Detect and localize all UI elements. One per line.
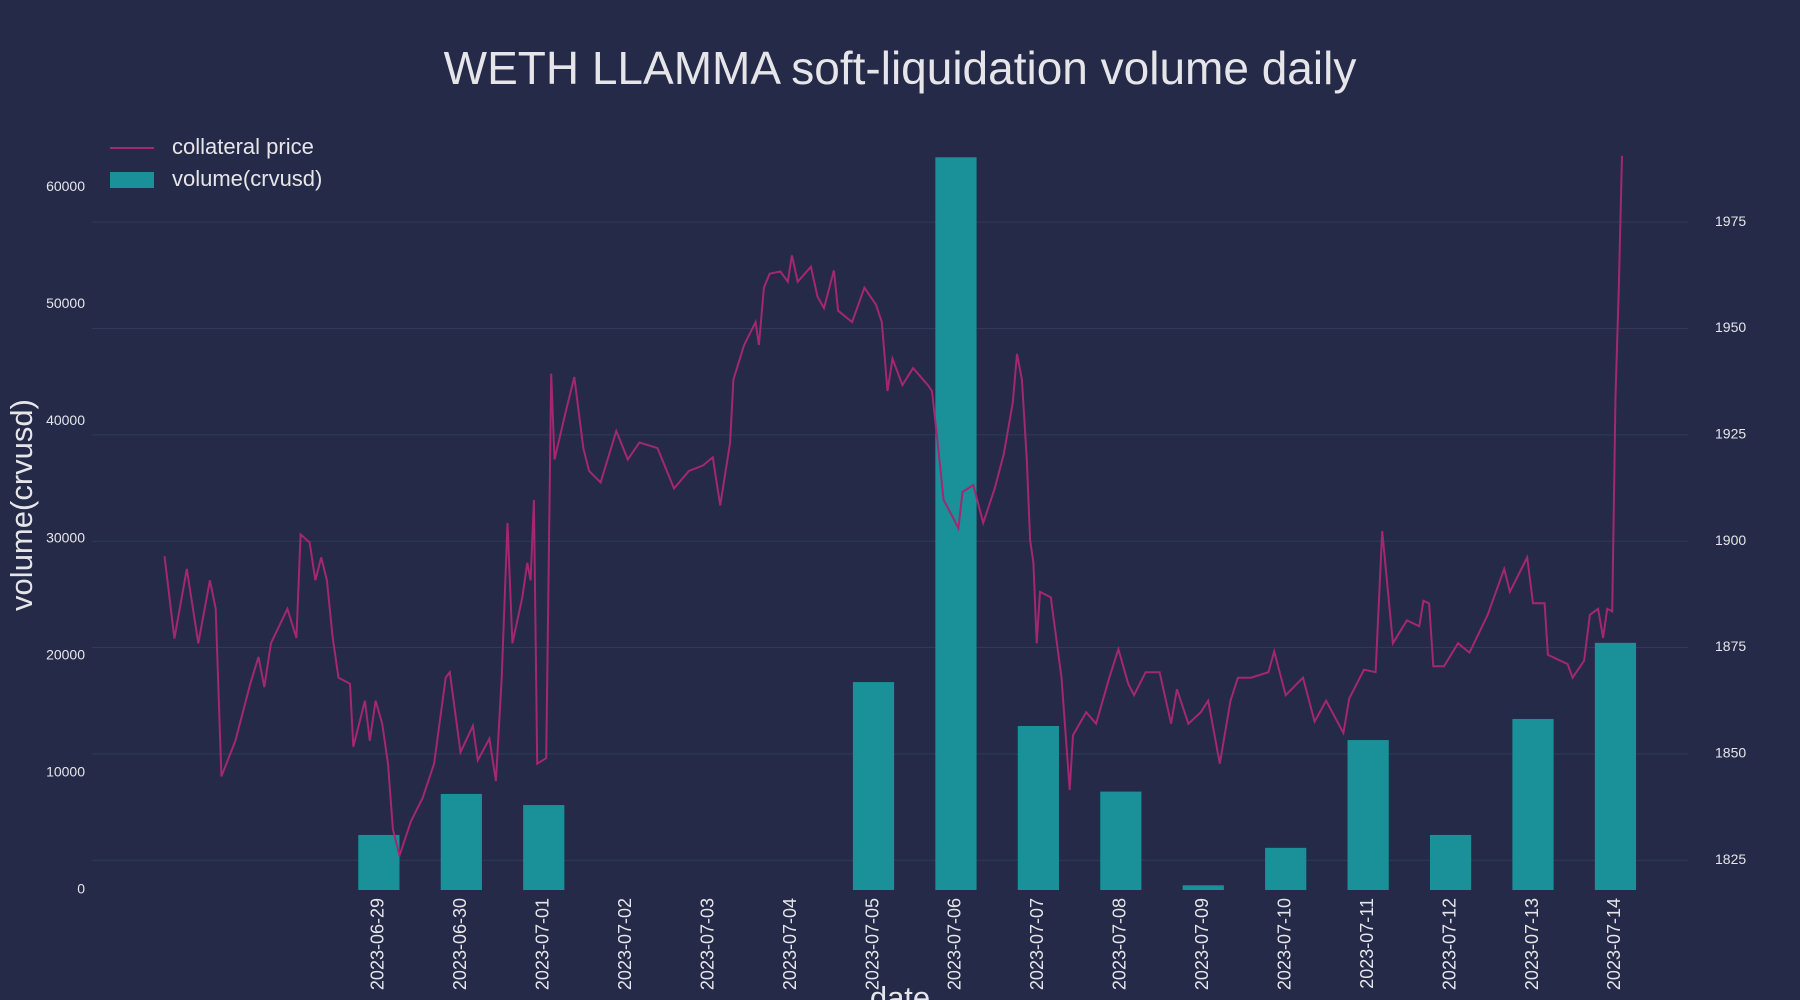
x-tick-label: 2023-06-29 — [368, 898, 388, 990]
y-tick-label: 40000 — [46, 412, 85, 428]
bar — [1512, 718, 1554, 890]
x-tick-label: 2023-07-08 — [1110, 898, 1130, 990]
x-tick-label: 2023-07-13 — [1522, 898, 1542, 990]
x-tick-label: 2023-07-07 — [1027, 898, 1047, 990]
y2-tick-label: 1925 — [1715, 426, 1746, 442]
chart-title: WETH LLAMMA soft-liquidation volume dail… — [444, 42, 1357, 94]
legend-label: collateral price — [172, 134, 314, 159]
y-tick-label: 50000 — [46, 295, 85, 311]
y-tick-label: 20000 — [46, 646, 85, 662]
bar — [1265, 847, 1307, 890]
y2-tick-label: 1850 — [1715, 745, 1746, 761]
y-tick-label: 0 — [77, 881, 85, 897]
bar — [852, 682, 895, 890]
legend-label: volume(crvusd) — [172, 166, 322, 191]
x-tick-label: 2023-07-03 — [697, 898, 717, 990]
x-tick-label: 2023-07-12 — [1439, 898, 1459, 990]
bar — [1429, 834, 1472, 890]
bar — [1100, 791, 1142, 890]
y-tick-label: 10000 — [46, 764, 85, 780]
bar — [1347, 740, 1389, 890]
bar — [1017, 726, 1059, 890]
bar — [1594, 642, 1637, 890]
bar — [1182, 885, 1224, 890]
x-tick-label: 2023-07-01 — [533, 898, 553, 990]
y-tick-label: 30000 — [46, 529, 85, 545]
legend-swatch — [110, 172, 154, 188]
y-axis-title: volume(crvusd) — [4, 399, 39, 611]
x-tick-label: 2023-07-06 — [945, 898, 965, 990]
bar — [440, 793, 482, 890]
x-tick-label: 2023-07-05 — [862, 898, 882, 990]
price-line — [163, 155, 1623, 860]
y2-tick-label: 1825 — [1715, 851, 1746, 867]
bar — [523, 805, 565, 890]
x-tick-label: 2023-06-30 — [450, 898, 470, 990]
x-tick-label: 2023-07-02 — [615, 898, 635, 990]
x-tick-label: 2023-07-11 — [1357, 898, 1377, 989]
bar — [358, 834, 400, 890]
x-tick-label: 2023-07-04 — [780, 898, 800, 990]
y2-tick-label: 1975 — [1715, 213, 1746, 229]
y2-tick-label: 1950 — [1715, 319, 1746, 335]
y2-tick-label: 1900 — [1715, 532, 1746, 548]
x-tick-label: 2023-07-10 — [1274, 898, 1294, 990]
x-tick-label: 2023-07-14 — [1604, 898, 1624, 990]
x-tick-label: 2023-07-09 — [1192, 898, 1212, 990]
y2-tick-label: 1875 — [1715, 638, 1746, 654]
x-axis-title: date — [870, 980, 930, 1000]
y-tick-label: 60000 — [46, 178, 85, 194]
